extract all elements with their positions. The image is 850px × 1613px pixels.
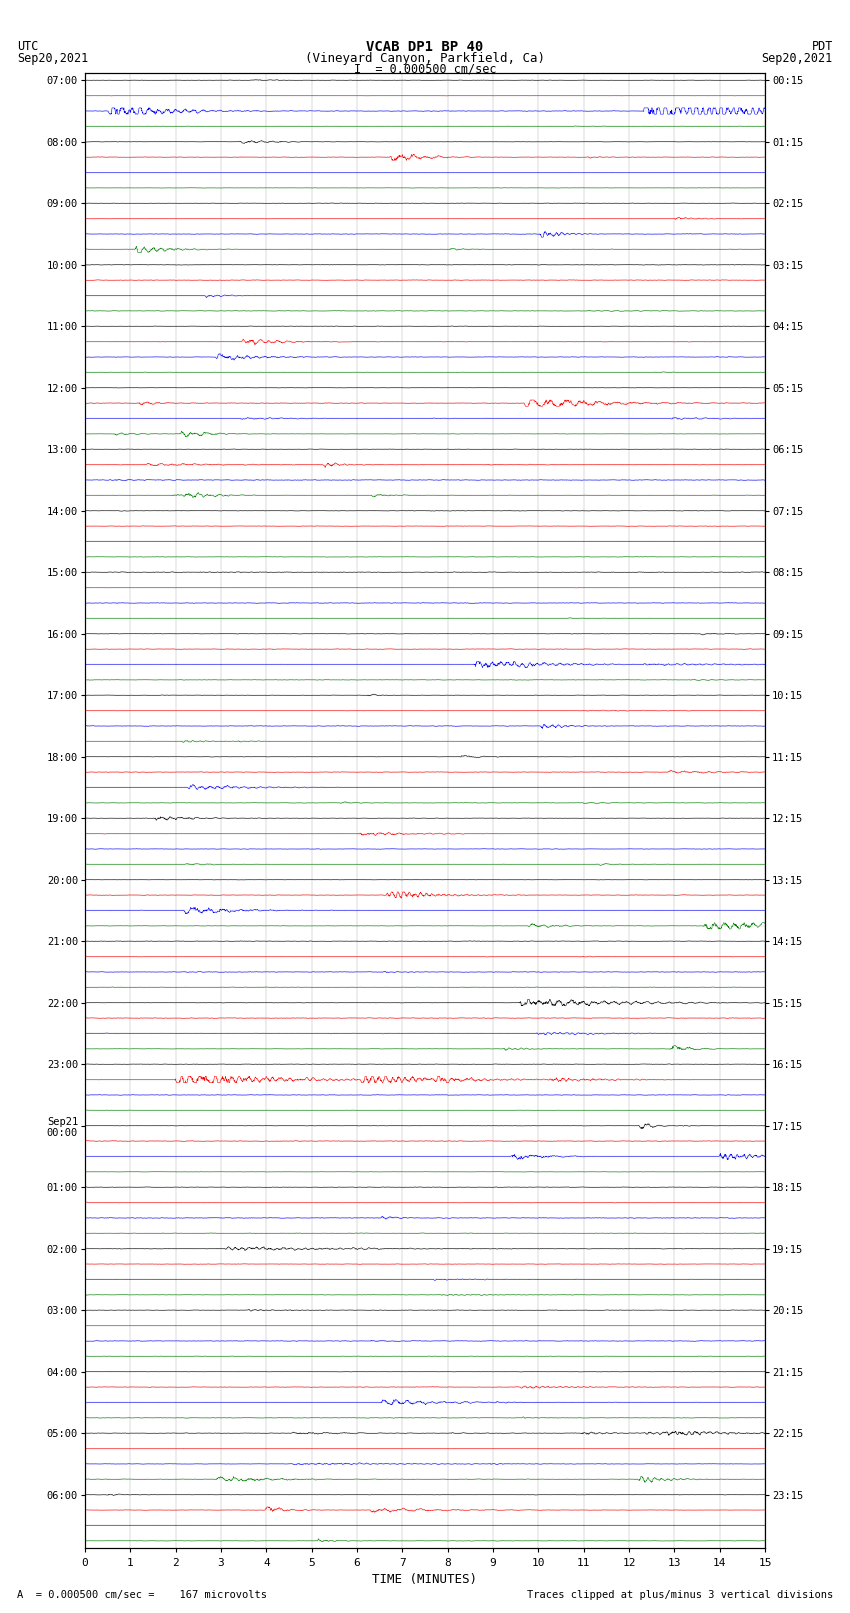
- Text: VCAB DP1 BP 40: VCAB DP1 BP 40: [366, 40, 484, 55]
- Text: A  = 0.000500 cm/sec =    167 microvolts: A = 0.000500 cm/sec = 167 microvolts: [17, 1590, 267, 1600]
- Text: UTC: UTC: [17, 40, 38, 53]
- Text: Sep20,2021: Sep20,2021: [17, 52, 88, 65]
- Text: (Vineyard Canyon, Parkfield, Ca): (Vineyard Canyon, Parkfield, Ca): [305, 52, 545, 65]
- Text: I  = 0.000500 cm/sec: I = 0.000500 cm/sec: [354, 63, 496, 76]
- Text: Sep20,2021: Sep20,2021: [762, 52, 833, 65]
- Text: Traces clipped at plus/minus 3 vertical divisions: Traces clipped at plus/minus 3 vertical …: [527, 1590, 833, 1600]
- X-axis label: TIME (MINUTES): TIME (MINUTES): [372, 1573, 478, 1586]
- Text: PDT: PDT: [812, 40, 833, 53]
